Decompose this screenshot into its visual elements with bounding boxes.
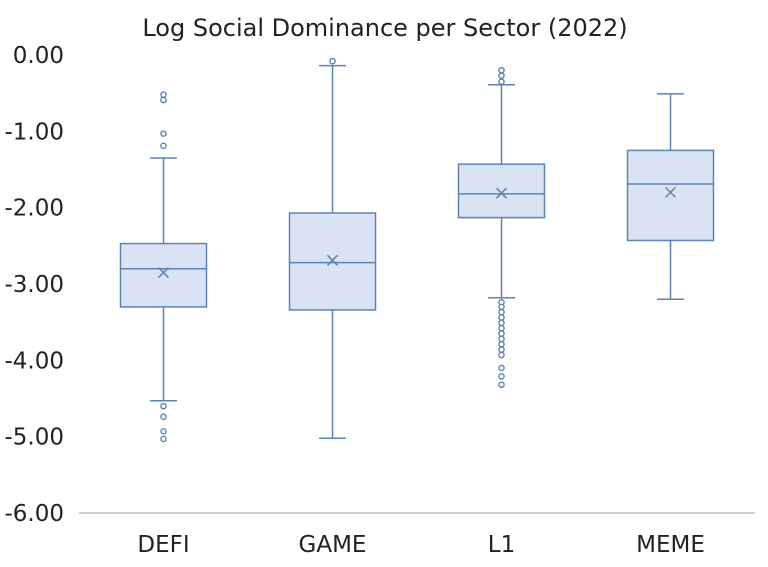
outlier-point bbox=[498, 346, 505, 353]
outlier-point bbox=[160, 428, 167, 435]
iqr-box bbox=[119, 242, 208, 308]
x-tick-label: DEFI bbox=[137, 532, 189, 558]
box-defi bbox=[119, 91, 208, 443]
outlier-point bbox=[498, 324, 505, 332]
boxes-group bbox=[119, 57, 715, 443]
outlier-point bbox=[498, 72, 505, 79]
y-tick-label: -5.00 bbox=[4, 425, 64, 451]
outlier-point bbox=[498, 341, 505, 348]
y-tick-label: -2.00 bbox=[4, 196, 64, 222]
iqr-box bbox=[288, 212, 377, 311]
y-tick-label: 0.00 bbox=[13, 43, 64, 69]
y-tick-label: -3.00 bbox=[4, 272, 64, 298]
box-l1 bbox=[457, 66, 546, 389]
outlier-point bbox=[160, 402, 167, 410]
outlier-point bbox=[498, 335, 505, 343]
x-tick-label: MEME bbox=[636, 532, 705, 558]
chart-title: Log Social Dominance per Sector (2022) bbox=[142, 14, 627, 42]
outlier-point bbox=[160, 413, 167, 421]
iqr-box bbox=[626, 149, 715, 242]
outlier-point bbox=[498, 330, 505, 337]
y-tick-label: -1.00 bbox=[4, 119, 64, 145]
outlier-point bbox=[498, 303, 505, 311]
x-tick-label: GAME bbox=[299, 532, 367, 558]
y-tick-label: -4.00 bbox=[4, 348, 64, 374]
outlier-point bbox=[329, 57, 336, 65]
outlier-point bbox=[498, 78, 505, 86]
outlier-point bbox=[498, 351, 505, 359]
mean-marker bbox=[326, 254, 339, 266]
x-tick-label: L1 bbox=[488, 532, 515, 558]
outlier-point bbox=[498, 314, 505, 321]
outlier-point bbox=[498, 381, 505, 389]
outlier-point bbox=[160, 91, 167, 98]
mean-marker bbox=[157, 267, 170, 279]
iqr-box bbox=[457, 163, 546, 219]
y-axis: 0.00 -1.00 -2.00 -3.00 -4.00 -5.00 -6.00 bbox=[4, 43, 64, 527]
box-game bbox=[288, 57, 377, 439]
outlier-point bbox=[498, 308, 505, 316]
mean-marker bbox=[495, 187, 508, 199]
x-axis: DEFI GAME L1 MEME bbox=[79, 512, 755, 558]
mean-marker bbox=[664, 186, 677, 198]
outlier-point bbox=[160, 435, 167, 443]
outlier-point bbox=[498, 373, 505, 380]
outlier-point bbox=[160, 130, 167, 137]
y-tick-label: -6.00 bbox=[4, 501, 64, 527]
outlier-point bbox=[498, 319, 505, 327]
outlier-point bbox=[160, 96, 167, 104]
box-meme bbox=[626, 93, 715, 301]
outlier-point bbox=[498, 364, 505, 372]
outlier-point bbox=[160, 142, 167, 150]
outlier-point bbox=[498, 66, 505, 74]
